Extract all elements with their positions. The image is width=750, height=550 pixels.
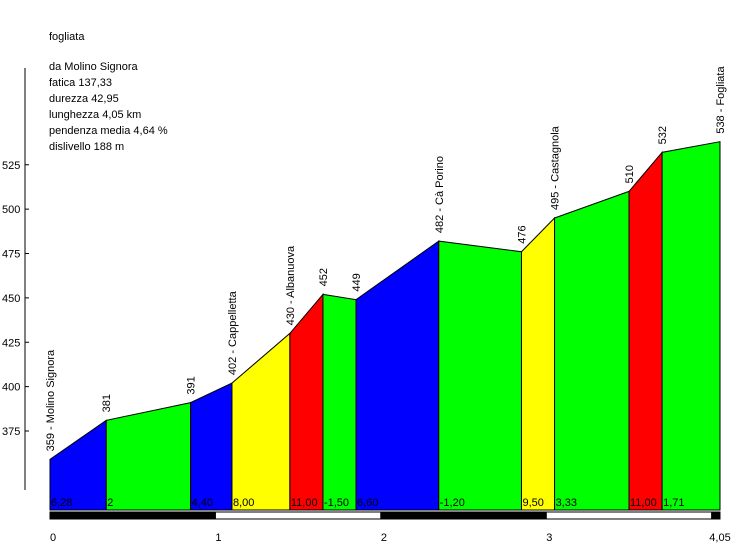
y-tick-label: 400 xyxy=(2,382,20,394)
distance-scale-block xyxy=(380,511,547,520)
y-axis: 375 400 425 450 475 500 525 xyxy=(2,68,29,490)
x-axis: 0 1 2 3 4,05 xyxy=(49,511,731,544)
length-stat: lunghezza 4,05 km xyxy=(49,109,142,121)
climb-stats: da Molino Signora fatica 137,33 durezza … xyxy=(49,59,168,155)
grade-labels: 6,28 2 4,40 8,00 11,00 -1,50 6,60 -1,20 9,50 3,33… xyxy=(51,497,685,509)
y-tick-label: 450 xyxy=(2,293,20,305)
distance-scale-block xyxy=(545,511,713,520)
grade-label: 8,00 xyxy=(233,497,254,509)
profile-segment xyxy=(661,141,721,511)
grade-label: 3,33 xyxy=(556,497,577,509)
y-tick-label: 500 xyxy=(2,204,20,216)
profile-segment xyxy=(322,293,357,511)
chart-title: fogliata xyxy=(49,31,85,43)
grade-label: 6,60 xyxy=(357,497,378,509)
profile-segment xyxy=(355,240,440,511)
point-label: 532 xyxy=(657,126,669,144)
point-label: 402 - Cappelletta xyxy=(227,290,239,375)
profile-segment xyxy=(438,240,522,511)
profile-segment xyxy=(554,190,630,511)
profile-segment xyxy=(105,401,192,511)
x-tick-label: 4,05 xyxy=(709,532,730,544)
point-label: 359 - Molino Signora xyxy=(45,349,57,451)
fatica-stat: fatica 137,33 xyxy=(49,77,112,89)
profile-segment xyxy=(231,332,291,511)
distance-scale-block xyxy=(49,511,216,520)
y-tick-label: 425 xyxy=(2,337,20,349)
point-label: 510 xyxy=(624,165,636,183)
x-tick-label: 3 xyxy=(546,532,552,544)
chart-info: fogliata xyxy=(49,29,84,45)
point-label: 452 xyxy=(318,268,330,286)
point-label: 538 - Fogliata xyxy=(715,66,727,134)
point-label: 449 xyxy=(351,273,363,291)
grade-label: 1,71 xyxy=(663,497,684,509)
profile-segment xyxy=(289,292,324,511)
point-label: 381 xyxy=(101,394,113,412)
x-tick-label: 2 xyxy=(381,532,387,544)
y-tick-label: 375 xyxy=(2,426,20,438)
grade-label: 4,40 xyxy=(192,497,213,509)
point-label: 391 xyxy=(186,376,198,394)
start-location: da Molino Signora xyxy=(49,61,138,73)
profile-segment xyxy=(628,150,663,511)
avg-gradient-stat: pendenza media 4,64 % xyxy=(49,125,168,137)
point-label: 482 - Cà Porino xyxy=(434,156,446,233)
point-label: 495 - Castagnola xyxy=(550,125,562,210)
x-tick-label: 1 xyxy=(215,532,221,544)
profile-segment xyxy=(190,382,233,511)
profile-segments xyxy=(49,141,721,511)
grade-label: 2 xyxy=(107,497,113,509)
grade-label: -1,50 xyxy=(324,497,349,509)
distance-scale-block xyxy=(214,511,382,520)
elevation-gain-stat: dislivello 188 m xyxy=(49,141,125,153)
grade-label: 6,28 xyxy=(51,497,72,509)
grade-label: 11,00 xyxy=(291,497,318,509)
grade-label: 9,50 xyxy=(522,497,543,509)
point-label: 430 - Albanuova xyxy=(285,245,297,325)
durezza-stat: durezza 42,95 xyxy=(49,93,119,105)
profile-segment xyxy=(520,216,556,511)
y-tick-label: 475 xyxy=(2,249,20,261)
grade-label: -1,20 xyxy=(440,497,465,509)
grade-label: 11,00 xyxy=(630,497,657,509)
x-tick-label: 0 xyxy=(50,532,56,544)
point-labels: 359 - Molino Signora 381 391 402 - Cappelle… xyxy=(45,66,727,452)
point-label: 476 xyxy=(516,225,528,243)
distance-scale-block xyxy=(711,511,721,520)
y-tick-label: 525 xyxy=(2,160,20,172)
